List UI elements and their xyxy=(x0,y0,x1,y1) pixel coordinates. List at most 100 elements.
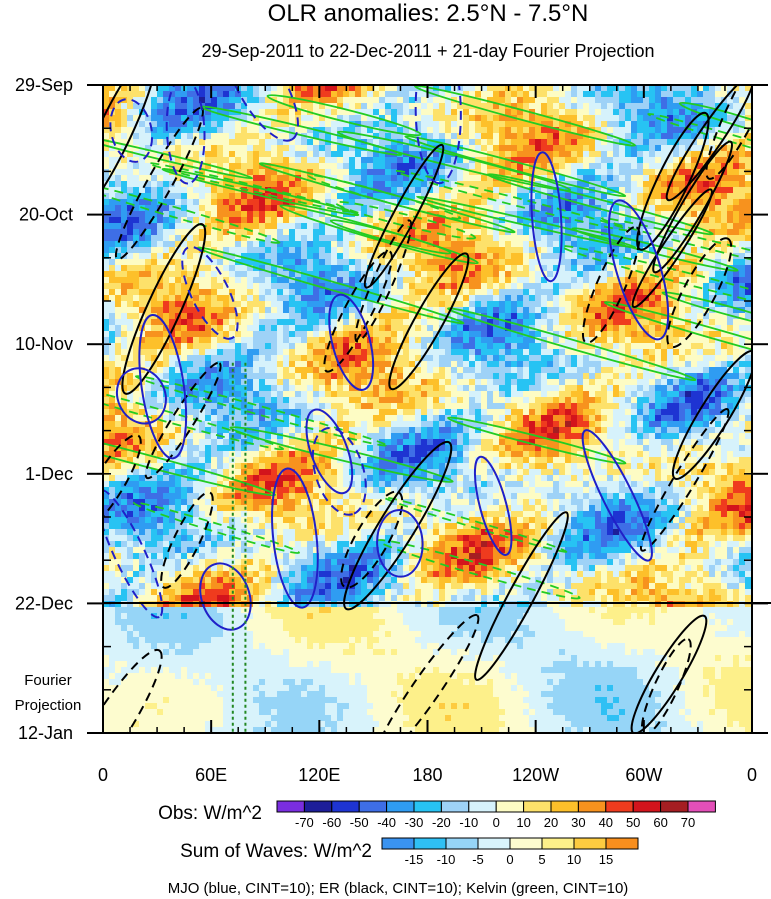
obs-cell xyxy=(301,283,308,290)
obs-cell xyxy=(601,85,608,92)
obs-cell xyxy=(121,163,128,170)
obs-cell xyxy=(313,295,320,302)
obs-cell xyxy=(463,235,470,242)
obs-cell xyxy=(217,277,224,284)
obs-cell xyxy=(535,217,542,224)
obs-cell xyxy=(685,151,692,158)
obs-cell xyxy=(487,193,494,200)
obs-cell xyxy=(337,211,344,218)
obs-cell xyxy=(457,157,464,164)
obs-cell xyxy=(307,325,314,332)
obs-cell xyxy=(175,307,182,314)
obs-cell xyxy=(181,325,188,332)
obs-cell xyxy=(433,265,440,272)
obs-cell xyxy=(451,331,458,338)
obs-cell xyxy=(469,151,476,158)
obs-cell xyxy=(331,319,338,326)
obs-cell xyxy=(625,109,632,116)
obs-cell xyxy=(421,325,428,332)
obs-cell xyxy=(625,211,632,218)
obs-cell xyxy=(625,91,632,98)
obs-cell xyxy=(379,109,386,116)
obs-cell xyxy=(439,343,446,350)
obs-cell xyxy=(127,277,134,284)
obs-cell xyxy=(283,211,290,218)
obs-cell xyxy=(319,145,326,152)
obs-cell xyxy=(691,193,698,200)
obs-cell xyxy=(391,193,398,200)
obs-cell xyxy=(145,163,152,170)
obs-cell xyxy=(175,319,182,326)
obs-cell xyxy=(307,217,314,224)
obs-cell xyxy=(601,253,608,260)
obs-cell xyxy=(217,157,224,164)
obs-cell xyxy=(235,283,242,290)
obs-cell xyxy=(673,157,680,164)
obs-cell xyxy=(301,211,308,218)
obs-cell xyxy=(457,349,464,356)
obs-cell xyxy=(475,319,482,326)
obs-cell xyxy=(229,193,236,200)
obs-cell xyxy=(469,265,476,272)
obs-cell xyxy=(307,103,314,110)
obs-cell xyxy=(553,313,560,320)
obs-cell xyxy=(703,277,710,284)
obs-cell xyxy=(451,343,458,350)
obs-cell xyxy=(715,247,722,254)
obs-cell xyxy=(235,103,242,110)
obs-cell xyxy=(349,103,356,110)
obs-cell xyxy=(565,157,572,164)
obs-cell xyxy=(361,259,368,266)
obs-cell xyxy=(673,187,680,194)
obs-cell xyxy=(379,331,386,338)
obs-cell xyxy=(505,127,512,134)
obs-cell xyxy=(523,163,530,170)
obs-cell xyxy=(235,199,242,206)
obs-cell xyxy=(223,205,230,212)
obs-cell xyxy=(223,277,230,284)
obs-cell xyxy=(373,307,380,314)
obs-cell xyxy=(409,193,416,200)
obs-cell xyxy=(577,247,584,254)
obs-cell xyxy=(643,145,650,152)
obs-cell xyxy=(367,85,374,92)
obs-cell xyxy=(505,205,512,212)
obs-cell xyxy=(721,289,728,296)
obs-cell xyxy=(463,319,470,326)
obs-cell xyxy=(379,205,386,212)
obs-cell xyxy=(229,97,236,104)
obs-cell xyxy=(169,127,176,134)
obs-cell xyxy=(661,265,668,272)
obs-cell xyxy=(427,259,434,266)
obs-cell xyxy=(739,127,746,134)
obs-cell xyxy=(199,181,206,188)
obs-cell xyxy=(283,271,290,278)
obs-cell xyxy=(163,283,170,290)
obs-cell xyxy=(511,319,518,326)
obs-cell xyxy=(103,85,110,92)
obs-cell xyxy=(733,235,740,242)
obs-cell xyxy=(553,235,560,242)
obs-cell xyxy=(241,85,248,92)
obs-cell xyxy=(409,121,416,128)
obs-cell xyxy=(727,199,734,206)
obs-cell xyxy=(217,295,224,302)
obs-cell xyxy=(409,181,416,188)
obs-cell xyxy=(253,241,260,248)
obs-cell xyxy=(745,223,752,230)
obs-cell xyxy=(307,331,314,338)
obs-cell xyxy=(121,193,128,200)
obs-cell xyxy=(697,283,704,290)
obs-cell xyxy=(625,253,632,260)
obs-cell xyxy=(373,211,380,218)
obs-cell xyxy=(385,235,392,242)
obs-cell xyxy=(439,223,446,230)
obs-cell xyxy=(691,343,698,350)
obs-cell xyxy=(667,193,674,200)
obs-cell xyxy=(739,109,746,116)
obs-cell xyxy=(277,265,284,272)
obs-cell xyxy=(691,163,698,170)
obs-cell xyxy=(259,211,266,218)
obs-cell xyxy=(571,163,578,170)
obs-cell xyxy=(535,139,542,146)
